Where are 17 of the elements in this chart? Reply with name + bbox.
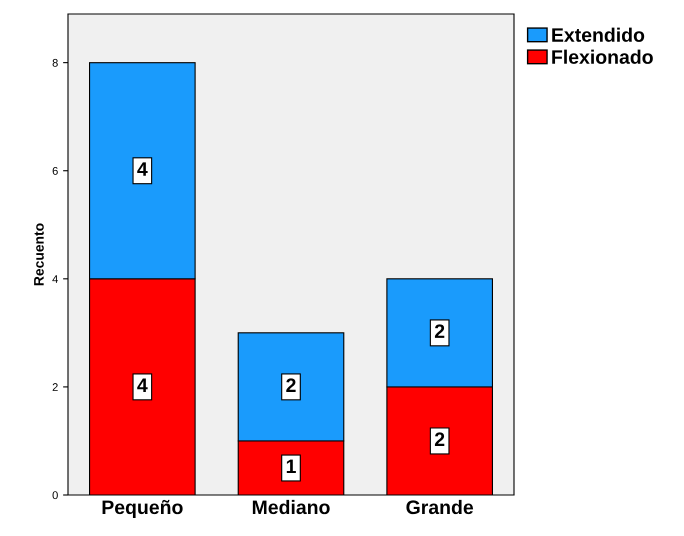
legend-label: Extendido [552, 28, 644, 42]
y-axis-title: Recuento [34, 223, 44, 286]
data-label: 2 [434, 324, 444, 338]
y-tick-label: 4 [52, 275, 58, 283]
y-tick-label: 2 [52, 383, 58, 391]
data-label: 1 [286, 460, 296, 474]
x-tick-label: Grande [406, 500, 474, 514]
legend-label: Flexionado [552, 50, 653, 64]
data-label: 2 [434, 432, 444, 446]
data-label: 2 [286, 378, 296, 392]
x-tick-label: Mediano [252, 500, 330, 514]
y-tick-label: 6 [52, 167, 58, 175]
y-tick-label: 8 [52, 58, 58, 67]
data-label: 4 [137, 378, 148, 392]
y-tick-label: 0 [52, 491, 58, 500]
data-label: 4 [137, 162, 148, 176]
x-tick-label: Pequeño [102, 500, 183, 518]
